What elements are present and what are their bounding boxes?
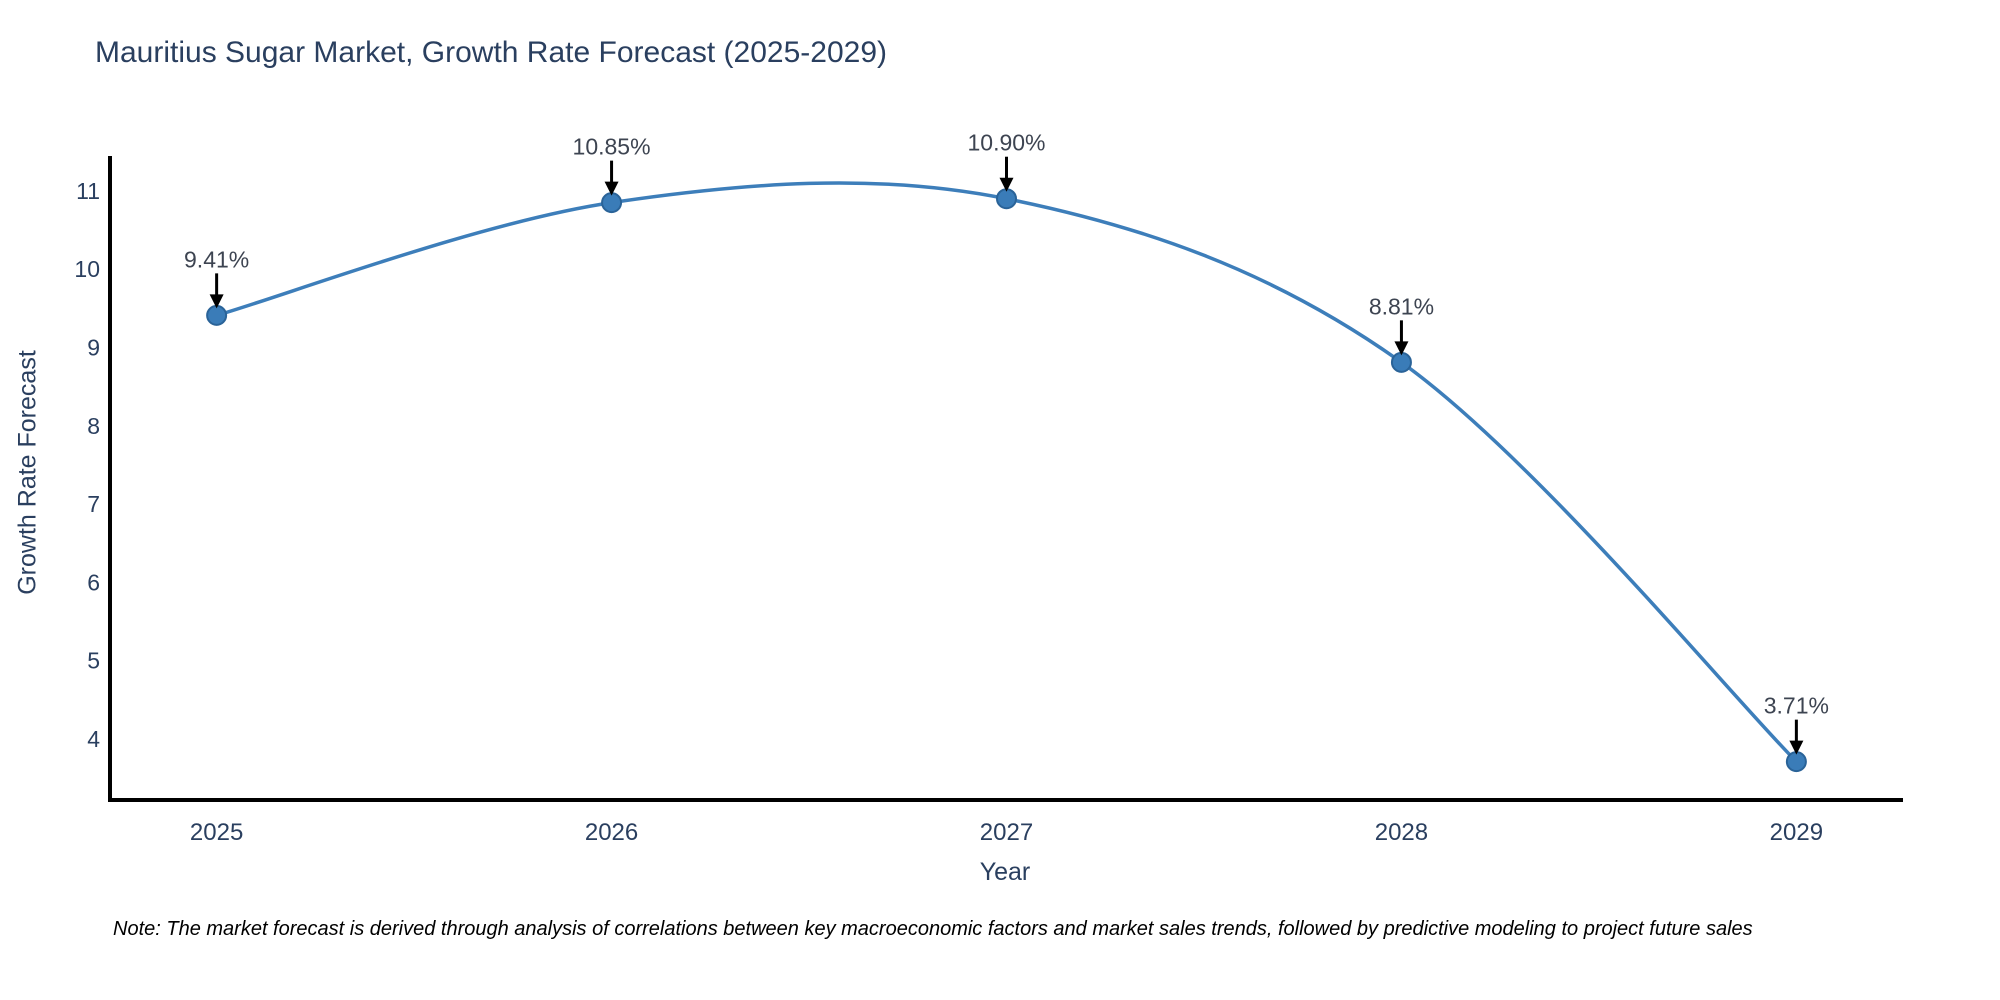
data-point-label: 10.90%: [967, 130, 1045, 156]
data-point-marker[interactable]: [996, 188, 1017, 210]
data-point-label: 9.41%: [184, 246, 249, 272]
y-tick-label: 6: [87, 569, 100, 595]
annotation-arrowhead-icon: [999, 177, 1014, 192]
y-tick-label: 9: [87, 334, 100, 360]
x-axis-title: Year: [979, 858, 1031, 886]
data-point-label: 8.81%: [1369, 293, 1434, 319]
forecast-line: [216, 181, 1798, 763]
y-tick-label: 4: [87, 726, 100, 752]
annotation-arrowhead-icon: [604, 181, 619, 196]
data-point-marker[interactable]: [206, 304, 228, 326]
data-point-marker[interactable]: [1390, 351, 1412, 373]
x-tick-label: 2028: [1375, 819, 1428, 846]
x-tick-label: 2025: [190, 819, 243, 846]
y-tick-label: 5: [87, 648, 100, 674]
y-tick-label: 8: [87, 413, 100, 439]
y-tick-label: 7: [87, 491, 100, 517]
data-point-marker[interactable]: [601, 192, 623, 214]
annotation-arrowhead-icon: [1394, 341, 1409, 356]
y-tick-label: 11: [76, 178, 100, 204]
x-tick-label: 2029: [1770, 819, 1823, 846]
x-tick-label: 2026: [585, 819, 638, 846]
y-tick-label: 10: [74, 256, 100, 282]
data-point-marker[interactable]: [1785, 751, 1807, 773]
x-tick-label: 2027: [980, 819, 1033, 846]
annotation-arrowhead-icon: [209, 294, 224, 309]
footnote: Note: The market forecast is derived thr…: [113, 918, 1753, 940]
data-point-label: 10.85%: [573, 134, 651, 160]
annotation-arrowhead-icon: [1789, 740, 1804, 755]
chart-title: Mauritius Sugar Market, Growth Rate Fore…: [95, 36, 887, 69]
data-point-label: 3.71%: [1764, 693, 1829, 719]
